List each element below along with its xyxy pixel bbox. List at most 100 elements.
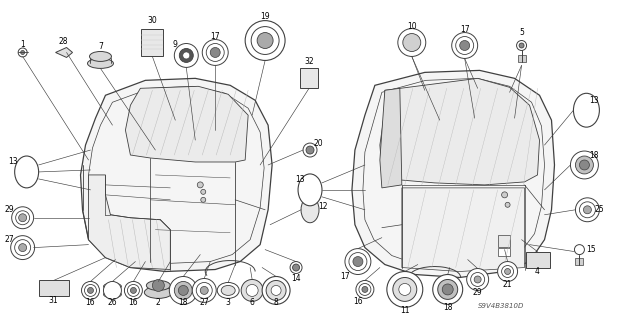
Text: 13: 13 xyxy=(589,96,599,105)
Circle shape xyxy=(516,41,527,50)
Text: 21: 21 xyxy=(503,280,513,289)
Ellipse shape xyxy=(147,280,170,290)
Circle shape xyxy=(292,264,300,271)
Circle shape xyxy=(266,280,286,300)
Text: 12: 12 xyxy=(318,202,328,211)
Circle shape xyxy=(398,29,426,56)
Text: 16: 16 xyxy=(86,298,95,307)
Circle shape xyxy=(306,146,314,154)
Circle shape xyxy=(20,50,25,55)
Circle shape xyxy=(179,48,193,63)
Text: 30: 30 xyxy=(147,16,157,25)
Circle shape xyxy=(11,236,35,260)
Circle shape xyxy=(210,48,220,57)
Ellipse shape xyxy=(298,174,322,206)
Text: 6: 6 xyxy=(250,298,255,307)
Circle shape xyxy=(192,278,216,302)
Circle shape xyxy=(127,285,140,296)
Circle shape xyxy=(362,286,368,293)
Bar xyxy=(498,235,509,247)
Circle shape xyxy=(575,245,584,255)
Polygon shape xyxy=(380,88,402,188)
Circle shape xyxy=(502,265,513,278)
Polygon shape xyxy=(380,78,540,185)
Text: 14: 14 xyxy=(291,274,301,283)
Ellipse shape xyxy=(145,286,172,298)
Text: 18: 18 xyxy=(589,151,599,160)
Circle shape xyxy=(474,276,481,283)
Circle shape xyxy=(438,279,458,300)
Text: 18: 18 xyxy=(443,303,452,312)
Circle shape xyxy=(18,48,27,57)
Circle shape xyxy=(81,281,99,300)
Text: 27: 27 xyxy=(5,235,15,244)
Text: 9: 9 xyxy=(173,40,178,49)
Circle shape xyxy=(470,272,484,286)
Circle shape xyxy=(251,26,279,55)
Circle shape xyxy=(197,182,204,188)
Bar xyxy=(38,280,68,296)
Circle shape xyxy=(131,287,136,293)
Text: 17: 17 xyxy=(460,25,470,34)
Text: 19: 19 xyxy=(260,12,270,21)
Circle shape xyxy=(201,189,205,194)
Polygon shape xyxy=(402,188,525,271)
Text: 26: 26 xyxy=(108,298,117,307)
Circle shape xyxy=(170,277,197,304)
Ellipse shape xyxy=(88,58,113,68)
Polygon shape xyxy=(81,78,272,271)
Circle shape xyxy=(442,284,453,295)
Circle shape xyxy=(19,244,27,252)
Text: 16: 16 xyxy=(353,297,363,306)
Circle shape xyxy=(152,279,164,292)
Text: 17: 17 xyxy=(340,272,349,281)
Circle shape xyxy=(124,281,142,300)
Circle shape xyxy=(19,214,27,222)
Text: 10: 10 xyxy=(407,22,417,31)
Circle shape xyxy=(570,151,598,179)
Circle shape xyxy=(505,202,510,207)
Polygon shape xyxy=(352,70,554,278)
Ellipse shape xyxy=(301,197,319,223)
Text: 32: 32 xyxy=(304,57,314,66)
Circle shape xyxy=(399,284,411,295)
Text: 29: 29 xyxy=(5,205,15,214)
Circle shape xyxy=(460,41,470,50)
Circle shape xyxy=(206,43,224,62)
Text: 1: 1 xyxy=(20,40,25,49)
Text: 25: 25 xyxy=(595,205,604,214)
Ellipse shape xyxy=(90,51,111,62)
Circle shape xyxy=(579,160,589,170)
Circle shape xyxy=(504,269,511,274)
Circle shape xyxy=(257,33,273,48)
Polygon shape xyxy=(88,175,170,270)
Circle shape xyxy=(345,249,371,274)
Circle shape xyxy=(262,277,290,304)
Circle shape xyxy=(433,274,463,304)
Text: 8: 8 xyxy=(274,298,278,307)
Ellipse shape xyxy=(15,156,38,188)
Bar xyxy=(518,56,525,63)
Ellipse shape xyxy=(104,291,122,298)
Ellipse shape xyxy=(221,286,235,295)
Circle shape xyxy=(200,286,208,294)
Circle shape xyxy=(579,202,595,218)
Text: 2: 2 xyxy=(156,298,161,307)
Text: 20: 20 xyxy=(313,138,323,148)
Circle shape xyxy=(84,285,97,296)
Circle shape xyxy=(467,269,488,290)
Circle shape xyxy=(290,262,302,273)
Circle shape xyxy=(359,284,371,295)
Text: 29: 29 xyxy=(473,288,483,297)
Circle shape xyxy=(196,282,212,298)
Circle shape xyxy=(387,271,423,307)
Text: 13: 13 xyxy=(295,175,305,184)
Circle shape xyxy=(349,253,367,271)
Circle shape xyxy=(15,211,29,225)
Circle shape xyxy=(452,33,477,58)
Text: 5: 5 xyxy=(519,28,524,37)
Bar xyxy=(525,252,550,268)
Circle shape xyxy=(498,262,518,281)
Circle shape xyxy=(456,37,474,55)
Circle shape xyxy=(519,43,524,48)
